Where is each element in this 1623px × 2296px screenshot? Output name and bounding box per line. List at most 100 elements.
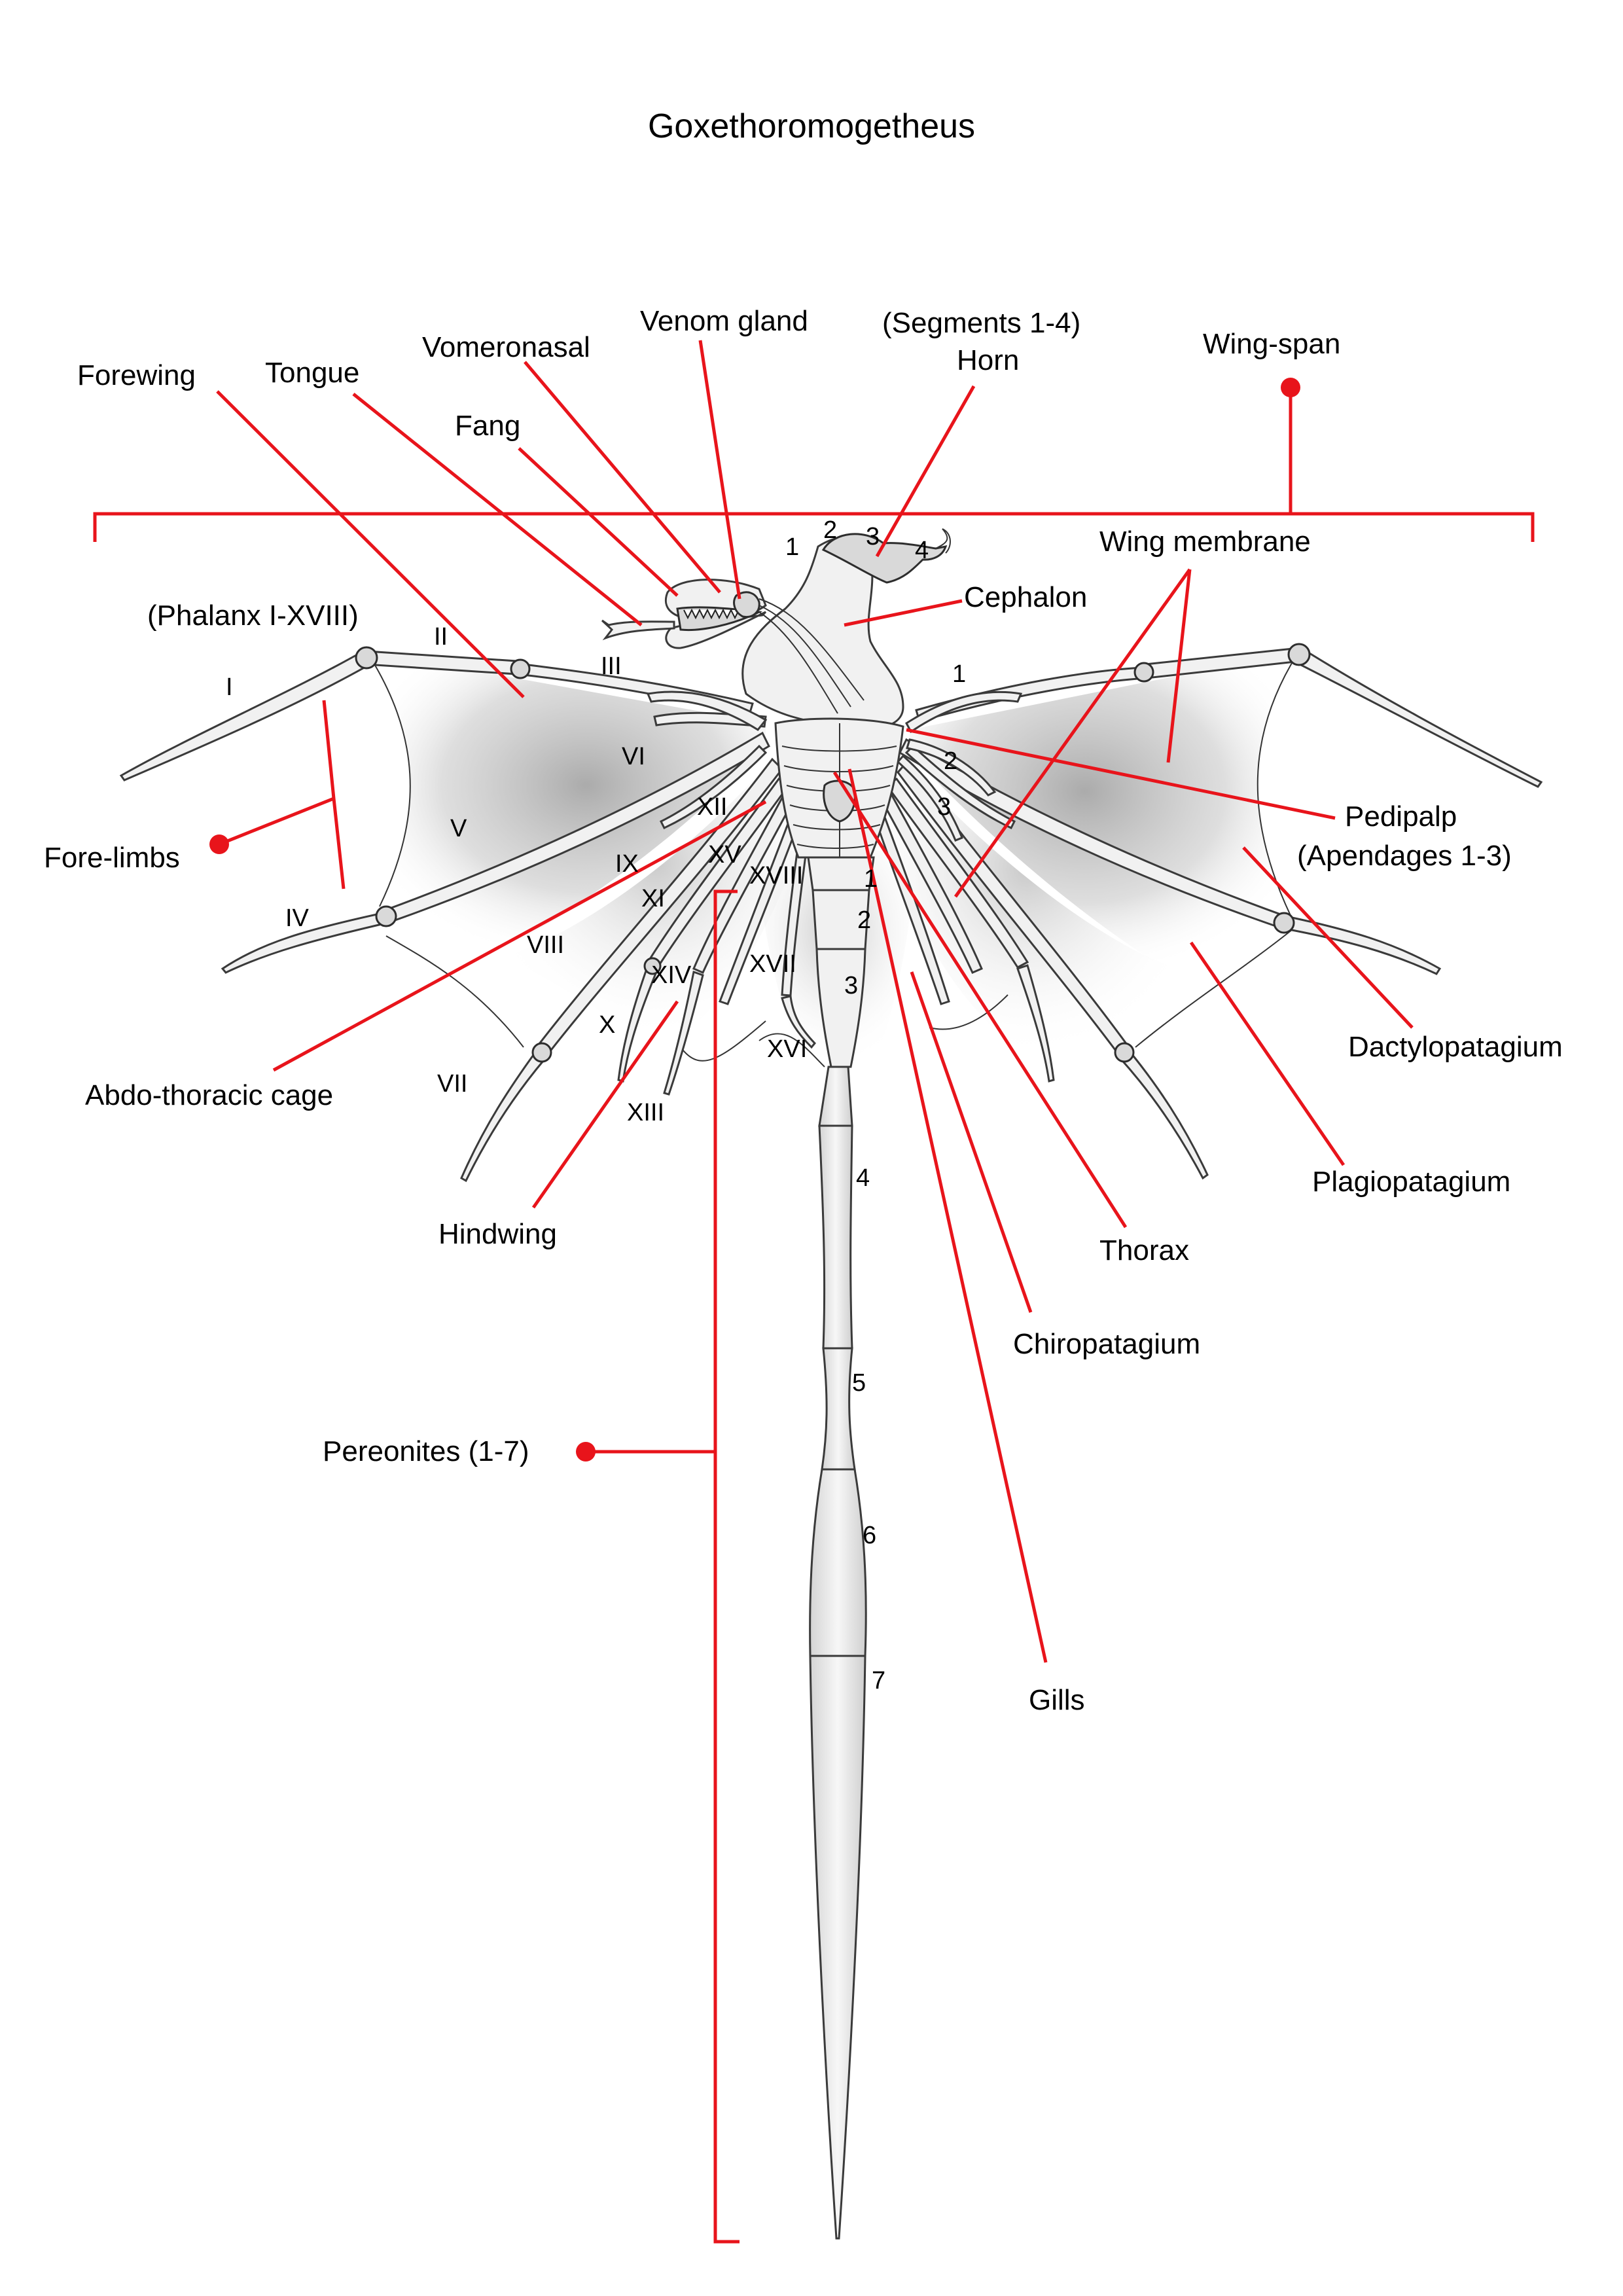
label-gills: Gills	[1029, 1684, 1085, 1716]
label-fang: Fang	[455, 410, 520, 442]
label-tongue: Tongue	[265, 357, 359, 389]
left-membrane-edge-2	[385, 935, 524, 1048]
phalanx-label-VI: VI	[622, 743, 645, 770]
label-phalanx: (Phalanx I-XVIII)	[147, 600, 359, 632]
pereonite-number-1: 1	[864, 865, 878, 893]
phalanx-label-XIV: XIV	[651, 961, 692, 989]
pereonite-3	[815, 948, 866, 1068]
pedipalp-3	[896, 754, 963, 842]
left-pedipalp-1	[646, 691, 768, 731]
phalanx-label-IX: IX	[615, 850, 639, 878]
plagiopatagium-leader	[1189, 941, 1346, 1166]
horn-number-3: 3	[866, 523, 880, 550]
label-wing-span: Wing-span	[1203, 328, 1340, 360]
pedipalp-2	[906, 738, 997, 797]
thorax-leader	[832, 771, 1128, 1229]
neck-strand-3	[758, 611, 838, 714]
right-long-finger-tip	[1279, 915, 1442, 975]
phalanx-bone-XII	[659, 744, 768, 829]
pedipalp-number-3: 3	[937, 793, 951, 821]
phalanx-bone-XVI	[781, 995, 817, 1049]
right-short-finger	[904, 744, 1016, 829]
pedipalp-number-2: 2	[944, 747, 957, 775]
right-lower-finger-tip	[1117, 1049, 1209, 1180]
elbow-joint-left	[510, 658, 531, 679]
right-finger-4	[880, 790, 983, 974]
diagram-title: Goxethoromogetheus	[648, 107, 975, 145]
wing-span-dot	[1281, 378, 1300, 397]
right-membrane-edge-3	[929, 994, 1008, 1030]
wing-membrane-leader-2	[1166, 569, 1192, 763]
right-finger-5	[870, 803, 950, 1005]
phalanx-label-I: I	[226, 673, 233, 701]
label-horn: Horn	[957, 344, 1019, 376]
neck-strand-2	[758, 605, 851, 708]
pereonite-4	[818, 1124, 853, 1350]
pereonite-7	[809, 1655, 866, 2240]
horn-leader	[875, 385, 976, 558]
phalanx-label-XIII: XIII	[627, 1099, 664, 1126]
labels: Goxethoromogetheus Forewing Tongue Vomer…	[44, 107, 1563, 1716]
left-forewing-membrane	[366, 651, 766, 949]
wing-membrane-leader-1	[954, 568, 1192, 898]
knuckle-right-lower	[1114, 1042, 1135, 1063]
label-forewing: Forewing	[77, 359, 196, 391]
phalanx-label-XII: XII	[697, 793, 727, 821]
horn-number-1: 1	[785, 533, 799, 561]
label-venom-gland: Venom gland	[640, 305, 808, 337]
hindwing-leader	[531, 1000, 679, 1209]
phalanx-label-VII: VII	[437, 1070, 467, 1098]
left-membrane-edge-3	[680, 1020, 766, 1062]
label-horn-segments: (Segments 1-4)	[882, 307, 1080, 339]
horn	[821, 533, 948, 584]
label-abdo-thoracic-cage: Abdo-thoracic cage	[85, 1079, 333, 1111]
cephalon-leader	[844, 599, 963, 627]
pereonite-number-7: 7	[872, 1667, 885, 1695]
pereonites-dot	[576, 1442, 596, 1462]
phalanx-label-X: X	[599, 1011, 615, 1039]
left-membrane-edge-1	[366, 651, 411, 907]
wrist-joint-left	[355, 646, 378, 670]
label-thorax: Thorax	[1099, 1234, 1189, 1266]
pereonite-number-4: 4	[856, 1164, 870, 1192]
horn-number-2: 2	[823, 516, 837, 544]
horn-tip	[935, 528, 951, 554]
tongue-leader	[352, 393, 643, 626]
label-chiropatagium: Chiropatagium	[1013, 1328, 1200, 1360]
label-wing-membrane: Wing membrane	[1099, 526, 1311, 558]
right-wing-bones	[870, 643, 1543, 1180]
pereonites	[807, 856, 875, 2240]
label-hindwing: Hindwing	[438, 1218, 557, 1250]
phalanx-label-VIII: VIII	[527, 931, 564, 959]
right-finger-3-tip	[1016, 964, 1055, 1083]
right-finger-3	[885, 777, 1029, 969]
label-cephalon: Cephalon	[964, 581, 1087, 613]
pedipalps	[646, 691, 1023, 842]
knuckle-right	[1273, 912, 1295, 934]
pereonite-number-6: 6	[863, 1522, 876, 1549]
pereonite-number-2: 2	[857, 906, 871, 934]
phalanx-label-XI: XI	[641, 885, 665, 912]
right-membrane-edge-1	[1257, 651, 1300, 920]
label-pedipalp: Pedipalp	[1345, 800, 1457, 833]
phalanx-label-II: II	[434, 623, 448, 651]
pedipalp-number-1: 1	[952, 660, 966, 688]
label-dactylopatagium: Dactylopatagium	[1348, 1031, 1563, 1063]
horn-number-4: 4	[915, 537, 929, 564]
knuckle-IV-left	[375, 905, 397, 927]
fore-limbs-bracket	[322, 700, 346, 889]
phalanx-bone-IV	[221, 912, 389, 974]
phalanx-label-XVII: XVII	[749, 950, 796, 978]
knuckle-VII-left	[531, 1042, 552, 1063]
fore-limbs-dot	[209, 834, 229, 854]
fang-leader	[518, 447, 679, 597]
wing-span-bracket	[93, 512, 1535, 542]
right-tip-bone	[1294, 646, 1543, 788]
pereonite-4-neck	[818, 1066, 853, 1127]
elbow-joint-right	[1133, 662, 1154, 683]
phalanx-label-V: V	[450, 815, 467, 842]
phalanx-bone-XIII	[663, 971, 704, 1096]
label-vomeronasal: Vomeronasal	[422, 331, 590, 363]
gills-leader	[847, 768, 1048, 1663]
